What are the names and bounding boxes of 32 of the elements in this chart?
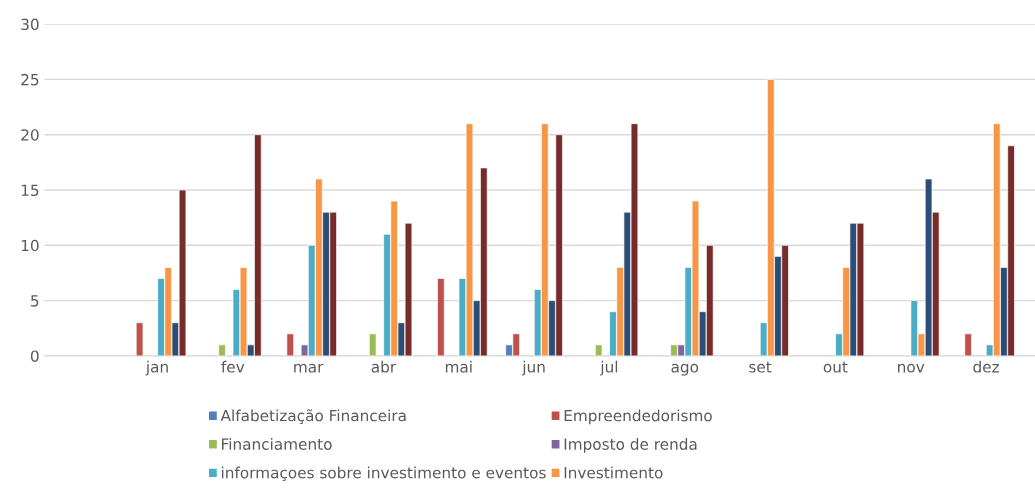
y-tick-label: 0 [30,350,39,362]
bar [368,333,377,356]
bar [964,333,972,356]
y-tick-label: 25 [21,73,39,86]
x-tick-label: fev [221,360,245,373]
x-tick-label: jan [145,360,168,376]
y-tick-label: 30 [21,18,39,31]
legend-label: Imposto de renda [564,438,697,453]
x-tick-label: jul [600,360,618,376]
legend-label: Empreendedorismo [564,409,712,425]
y-tick-label: 20 [21,129,39,141]
bar [135,322,144,356]
x-tick-label: mai [445,360,472,373]
legend-label: Financiamento [222,438,332,450]
x-tick-label: jun [522,360,545,376]
x-tick-label: out [823,361,848,373]
y-tick-label: 10 [21,239,39,252]
legend-label: informaçoes sobre investimento e eventos [221,466,546,482]
x-tick-label: mar [294,363,324,373]
x-tick-label: dez [973,360,999,373]
bar [218,344,226,356]
legend-label: Investimento [564,466,663,479]
y-tick-label: 15 [21,184,39,197]
x-tick-label: ago [671,363,699,376]
y-tick-label: 5 [31,295,39,307]
legend-label: Alfabetização Financeira [220,409,406,425]
x-tick-label: set [749,361,772,373]
bar [437,278,445,356]
x-tick-label: abr [371,360,397,373]
bar [286,333,294,356]
bar [594,344,603,356]
x-tick-label: nov [898,363,925,373]
